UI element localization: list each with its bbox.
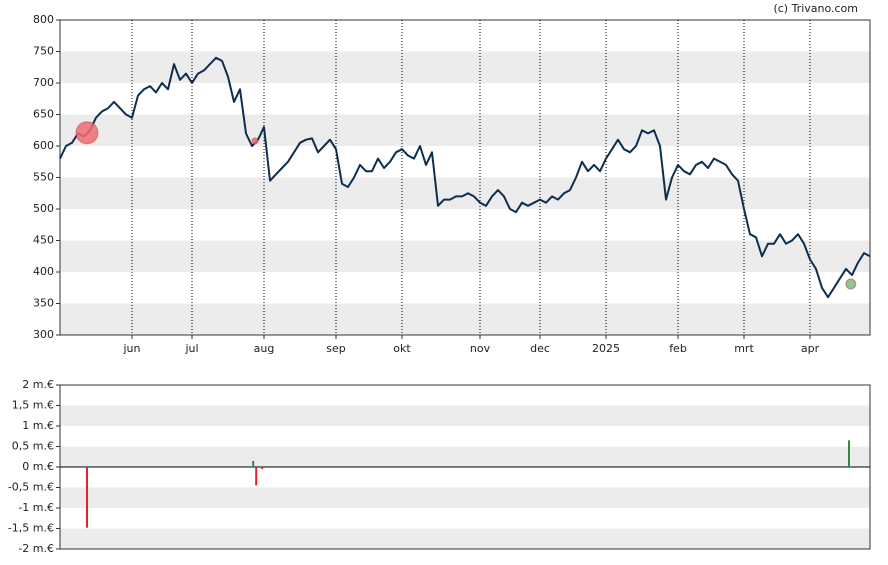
y-tick-label: 700 xyxy=(33,76,54,89)
y-tick-label: 350 xyxy=(33,297,54,310)
y-tick-label: 2 m.€ xyxy=(22,378,54,391)
x-tick-label: nov xyxy=(470,342,491,355)
trade-marker xyxy=(75,121,99,145)
plot-frame xyxy=(59,19,871,336)
x-tick-label: jun xyxy=(123,342,141,355)
volume-bar xyxy=(848,440,850,467)
y-tick-label: -0,5 m.€ xyxy=(8,481,54,494)
y-tick-label: 300 xyxy=(33,328,54,341)
trade-marker xyxy=(845,278,857,290)
y-tick-label: 800 xyxy=(33,13,54,26)
x-tick-label: apr xyxy=(801,342,820,355)
grid-band xyxy=(60,240,870,272)
y-tick-label: 750 xyxy=(33,45,54,58)
x-tick-label: mrt xyxy=(734,342,754,355)
volume-bar xyxy=(255,467,258,486)
y-tick-label: -2 m.€ xyxy=(18,542,54,555)
x-tick-label: sep xyxy=(326,342,345,355)
x-tick-label: dec xyxy=(530,342,550,355)
grid-band xyxy=(60,177,870,209)
x-tick-label: feb xyxy=(669,342,687,355)
grid-band xyxy=(60,528,870,549)
volume-bar xyxy=(252,460,255,467)
y-tick-label: 0 m.€ xyxy=(22,460,54,473)
x-tick-label: okt xyxy=(393,342,411,355)
grid-band xyxy=(60,405,870,426)
y-tick-label: 400 xyxy=(33,265,54,278)
grid-band xyxy=(60,303,870,335)
y-tick-label: -1 m.€ xyxy=(18,501,54,514)
credit: (c) Trivano.com xyxy=(773,2,858,15)
volume-bar xyxy=(261,467,264,470)
y-tick-label: 450 xyxy=(33,234,54,247)
x-tick-label: jul xyxy=(184,342,198,355)
y-tick-label: 500 xyxy=(33,202,54,215)
y-tick-label: 550 xyxy=(33,171,54,184)
y-tick-label: -1,5 m.€ xyxy=(8,522,54,535)
y-tick-label: 1 m.€ xyxy=(22,419,54,432)
x-tick-label: aug xyxy=(254,342,275,355)
y-tick-label: 600 xyxy=(33,139,54,152)
grid-band xyxy=(60,446,870,467)
grid-band xyxy=(60,487,870,508)
x-tick-label: 2025 xyxy=(592,342,620,355)
price-line xyxy=(59,56,871,299)
trade-marker xyxy=(251,137,259,145)
volume-bar xyxy=(86,467,88,528)
y-tick-label: 650 xyxy=(33,108,54,121)
y-tick-label: 0,5 m.€ xyxy=(12,440,54,453)
y-tick-label: 1,5 m.€ xyxy=(12,399,54,412)
grid-band xyxy=(60,114,870,146)
